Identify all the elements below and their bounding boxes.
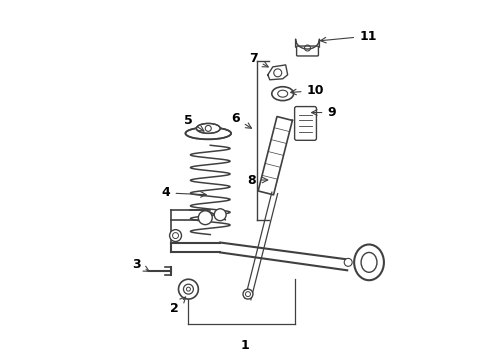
Circle shape — [243, 289, 252, 299]
Text: 1: 1 — [240, 339, 249, 352]
Polygon shape — [267, 65, 287, 80]
Text: 7: 7 — [249, 53, 268, 67]
Polygon shape — [258, 117, 292, 195]
Polygon shape — [295, 39, 319, 49]
Circle shape — [169, 230, 181, 242]
Circle shape — [198, 211, 212, 225]
Text: 4: 4 — [162, 186, 206, 199]
Ellipse shape — [196, 123, 220, 133]
Circle shape — [344, 258, 351, 266]
Text: 11: 11 — [320, 30, 376, 43]
Circle shape — [214, 209, 225, 221]
Text: 9: 9 — [311, 106, 335, 119]
Text: 2: 2 — [169, 297, 185, 315]
Text: 5: 5 — [183, 114, 203, 131]
Ellipse shape — [353, 244, 383, 280]
Text: 6: 6 — [231, 112, 251, 128]
Text: 3: 3 — [132, 258, 149, 271]
Circle shape — [205, 125, 211, 131]
Circle shape — [178, 279, 198, 299]
Text: 10: 10 — [290, 84, 324, 97]
Text: 8: 8 — [247, 174, 267, 186]
Ellipse shape — [185, 127, 231, 139]
